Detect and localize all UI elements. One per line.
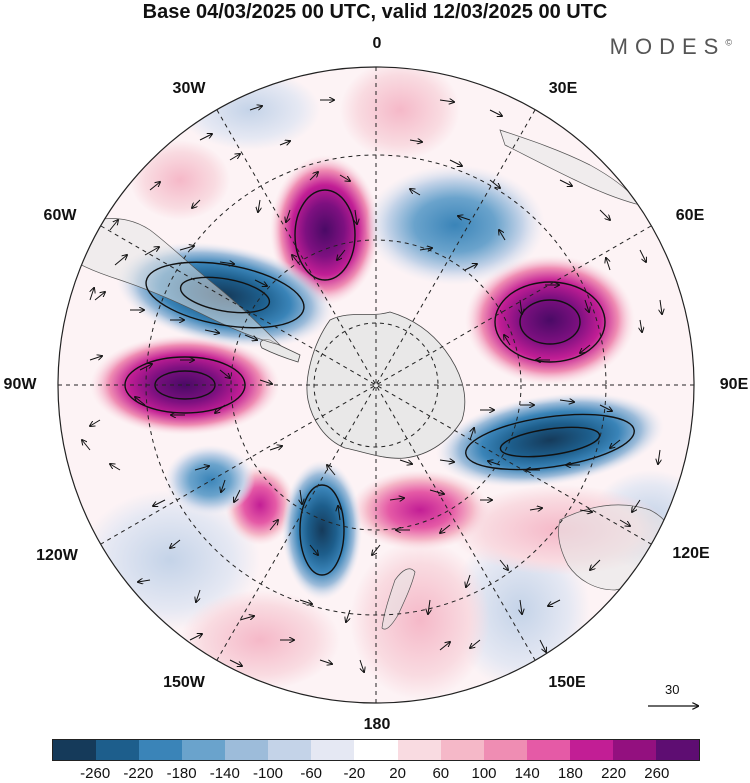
map-boundary bbox=[57, 66, 695, 704]
colorbar-tick-label: 60 bbox=[432, 765, 450, 782]
lon-label-30w: 30W bbox=[172, 80, 206, 97]
colorbar-tick-label: -180 bbox=[166, 765, 197, 782]
anomaly-weak-pos-patch bbox=[130, 140, 230, 220]
colorbar-swatch bbox=[397, 740, 441, 760]
anomaly-low-120w bbox=[165, 445, 255, 515]
colorbar-swatch bbox=[96, 740, 140, 760]
lon-label-60w: 60W bbox=[43, 207, 77, 224]
anomaly-high-90w bbox=[90, 335, 280, 435]
colorbar-swatch bbox=[225, 740, 269, 760]
lon-label-60e: 60E bbox=[675, 207, 705, 224]
colorbar-tick-label: -100 bbox=[252, 765, 284, 782]
chart-title: Base 04/03/2025 00 UTC, valid 12/03/2025… bbox=[142, 1, 608, 23]
colorbar-swatch bbox=[655, 740, 699, 760]
colorbar-tick-label: -260 bbox=[80, 765, 111, 782]
lon-label-0: 0 bbox=[372, 35, 382, 52]
lon-label-120e: 120E bbox=[672, 545, 710, 562]
lon-label-150w: 150W bbox=[163, 674, 205, 691]
colorbar-swatch bbox=[440, 740, 484, 760]
colorbar-tick-label: -60 bbox=[300, 765, 323, 782]
vector-reference-value: 30 bbox=[665, 682, 680, 697]
colorbar-tick-label: 180 bbox=[557, 765, 583, 782]
colorbar-swatch bbox=[526, 740, 570, 760]
brand-name: MODES bbox=[609, 34, 726, 59]
lon-label-90e: 90E bbox=[719, 376, 749, 393]
colorbar-tick-label: -20 bbox=[343, 765, 366, 782]
colorbar-tick-label: 20 bbox=[389, 765, 406, 782]
colorbar-swatch bbox=[311, 740, 355, 760]
colorbar-swatch bbox=[53, 740, 97, 760]
colorbar-swatch bbox=[569, 740, 613, 760]
anomaly-low-150w bbox=[282, 460, 362, 600]
colorbar-swatch bbox=[268, 740, 312, 760]
anomaly-field bbox=[58, 67, 694, 703]
colorbar-tick-label: 100 bbox=[471, 765, 497, 782]
brand-logo: MODES© bbox=[610, 34, 732, 60]
colorbar-tick-label: 260 bbox=[644, 765, 670, 782]
anomaly-high-60e bbox=[465, 255, 635, 385]
lon-label-150e: 150E bbox=[548, 674, 586, 691]
colorbar-swatch bbox=[182, 740, 226, 760]
colorbar-tick-label: -220 bbox=[123, 765, 154, 782]
lon-label-30e: 30E bbox=[548, 80, 578, 97]
south-america-outline bbox=[59, 218, 282, 346]
anomaly-low-30e bbox=[365, 165, 545, 285]
anomaly-weak-pos-patch bbox=[350, 540, 490, 700]
anomaly-weak-pos-patch bbox=[340, 67, 460, 160]
lon-label-90w: 90W bbox=[3, 376, 37, 393]
antarctica-landmass bbox=[260, 311, 466, 459]
brand-mark: © bbox=[725, 37, 732, 48]
colorbar-swatch bbox=[612, 740, 656, 760]
graticule bbox=[58, 67, 694, 703]
new-zealand-outline bbox=[381, 568, 416, 630]
colorbar-tick-label: 140 bbox=[514, 765, 540, 782]
colorbar-swatch bbox=[354, 740, 398, 760]
colorbar-swatch bbox=[483, 740, 527, 760]
lon-label-120w: 120W bbox=[36, 547, 78, 564]
colorbar-swatch bbox=[139, 740, 183, 760]
colorbar bbox=[52, 739, 700, 761]
anomaly-high-120e bbox=[350, 470, 490, 550]
lon-label-180: 180 bbox=[363, 716, 391, 733]
colorbar-tick-label: -140 bbox=[209, 765, 240, 782]
colorbar-tick-label: 220 bbox=[601, 765, 627, 782]
wind-vectors bbox=[82, 100, 662, 672]
